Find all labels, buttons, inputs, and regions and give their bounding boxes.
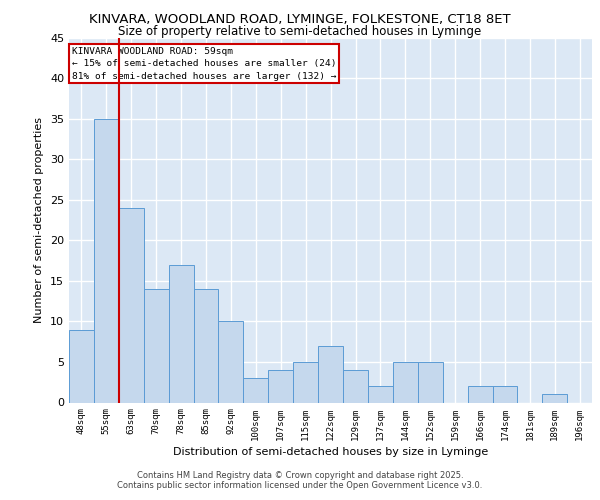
Bar (94, 118, 119, 403)
Bar (69, 330, 94, 402)
Text: Contains public sector information licensed under the Open Government Licence v3: Contains public sector information licen… (118, 481, 482, 490)
Bar (418, 362, 443, 403)
Bar (542, 394, 567, 402)
Bar (293, 362, 318, 403)
Bar (169, 264, 194, 402)
Bar (467, 386, 493, 402)
Bar (368, 386, 393, 402)
Bar (119, 208, 144, 402)
Text: KINVARA, WOODLAND ROAD, LYMINGE, FOLKESTONE, CT18 8ET: KINVARA, WOODLAND ROAD, LYMINGE, FOLKEST… (89, 12, 511, 26)
X-axis label: Distribution of semi-detached houses by size in Lyminge: Distribution of semi-detached houses by … (173, 446, 488, 456)
Bar (194, 289, 218, 403)
Y-axis label: Number of semi-detached properties: Number of semi-detached properties (34, 117, 44, 323)
Bar (393, 362, 418, 403)
Text: Contains HM Land Registry data © Crown copyright and database right 2025.: Contains HM Land Registry data © Crown c… (137, 471, 463, 480)
Bar (144, 289, 169, 403)
Bar (218, 322, 244, 402)
Bar (493, 386, 517, 402)
Bar (318, 346, 343, 403)
Text: Size of property relative to semi-detached houses in Lyminge: Size of property relative to semi-detach… (118, 25, 482, 38)
Bar (268, 370, 293, 402)
Bar (244, 378, 268, 402)
Bar (343, 370, 368, 402)
Text: KINVARA WOODLAND ROAD: 59sqm
← 15% of semi-detached houses are smaller (24)
81% : KINVARA WOODLAND ROAD: 59sqm ← 15% of se… (71, 46, 336, 80)
